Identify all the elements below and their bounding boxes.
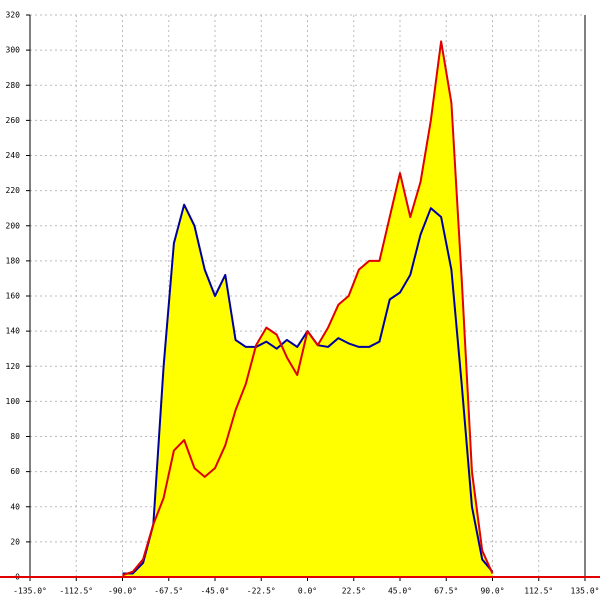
y-tick-label: 20: [10, 537, 20, 546]
y-tick-label: 180: [6, 256, 21, 265]
x-tick-label: 67.5°: [434, 587, 458, 596]
y-tick-label: 120: [6, 362, 21, 371]
x-tick-label: -90.0°: [108, 587, 137, 596]
y-tick-label: 220: [6, 186, 21, 195]
y-tick-label: 300: [6, 46, 21, 55]
y-tick-label: 80: [10, 432, 20, 441]
x-tick-label: -45.0°: [201, 587, 230, 596]
y-tick-label: 240: [6, 151, 21, 160]
x-tick-label: 135.0°: [571, 587, 600, 596]
y-tick-label: 140: [6, 327, 21, 336]
x-tick-label: -135.0°: [13, 587, 47, 596]
x-tick-label: 90.0°: [480, 587, 504, 596]
x-tick-label: 22.5°: [342, 587, 366, 596]
y-tick-label: 60: [10, 467, 20, 476]
x-tick-label: -67.5°: [154, 587, 183, 596]
x-tick-label: 112.5°: [524, 587, 553, 596]
y-tick-label: 260: [6, 116, 21, 125]
x-tick-label: -22.5°: [247, 587, 276, 596]
x-tick-label: 0.0°: [298, 587, 317, 596]
y-tick-label: 40: [10, 502, 20, 511]
y-tick-label: 100: [6, 397, 21, 406]
x-tick-label: 45.0°: [388, 587, 412, 596]
x-tick-label: -112.5°: [59, 587, 93, 596]
y-tick-label: 280: [6, 81, 21, 90]
y-tick-label: 160: [6, 292, 21, 301]
line: [122, 40, 494, 577]
y-tick-label: 320: [6, 11, 21, 20]
y-tick-label: 200: [6, 221, 21, 230]
